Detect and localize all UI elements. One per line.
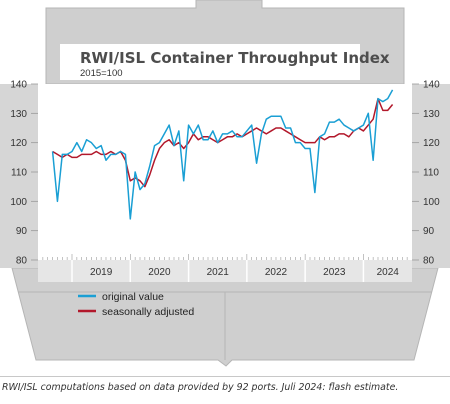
y-tick-label-left: 100 <box>10 197 27 208</box>
y-tick-label-right: 110 <box>423 168 439 179</box>
y-tick-label-right: 120 <box>423 138 440 149</box>
footnote: RWI/ISL computations based on data provi… <box>2 382 399 393</box>
year-label: 2020 <box>148 267 171 278</box>
y-tick-label-left: 80 <box>16 256 28 267</box>
year-label: 2019 <box>90 267 113 278</box>
y-tick-label-left: 130 <box>10 109 27 120</box>
y-tick-label-right: 130 <box>423 109 440 120</box>
y-tick-label-right: 100 <box>423 197 440 208</box>
legend-label-adjusted: seasonally adjusted <box>102 306 194 318</box>
chart-figure: RWI/ISL Container Throughput Index 2015=… <box>0 0 450 367</box>
y-tick-label-left: 90 <box>16 226 28 237</box>
y-tick-label-right: 80 <box>423 256 435 267</box>
year-label: 2023 <box>323 267 346 278</box>
year-band <box>38 260 412 282</box>
y-tick-label-left: 120 <box>10 138 27 149</box>
legend-label-original: original value <box>102 291 164 303</box>
legend: original value seasonally adjusted <box>78 291 194 318</box>
axes: 80 80 90 90 100 100 110 110 120 120 130 130 140 140 20… <box>10 80 440 282</box>
ship-bow-line <box>18 291 432 360</box>
y-tick-label-left: 140 <box>10 80 27 91</box>
year-label: 2024 <box>377 267 400 278</box>
footnote-divider <box>0 376 450 377</box>
year-label: 2022 <box>265 267 288 278</box>
year-label: 2021 <box>207 267 230 278</box>
y-tick-label-left: 110 <box>11 168 27 179</box>
y-tick-label-right: 140 <box>423 80 440 91</box>
series-line-original-value <box>51 89 394 220</box>
series-layer <box>51 89 394 220</box>
title-box: RWI/ISL Container Throughput Index 2015=… <box>60 44 390 80</box>
plot-area <box>38 84 412 260</box>
y-tick-label-right: 90 <box>423 226 435 237</box>
series-line-seasonally-adjusted <box>52 97 394 188</box>
chart-title: RWI/ISL Container Throughput Index <box>80 49 390 67</box>
chart-subtitle: 2015=100 <box>80 68 123 79</box>
